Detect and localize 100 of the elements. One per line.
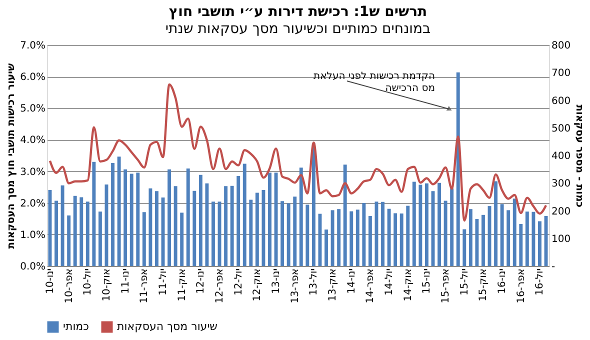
bar xyxy=(456,72,460,266)
bar xyxy=(482,214,485,266)
x-tick-label: ינו-11 xyxy=(120,268,132,294)
bar xyxy=(117,156,121,266)
bar xyxy=(356,210,360,266)
bar xyxy=(286,203,290,266)
x-tick-label: אפר-13 xyxy=(290,268,301,304)
x-tick-label: אפר-16 xyxy=(516,268,527,304)
bar xyxy=(444,200,448,266)
x-tick-label: אפר-12 xyxy=(214,268,226,304)
x-tick-label: יול-13 xyxy=(308,268,320,296)
bar xyxy=(525,212,529,266)
bar xyxy=(400,214,404,266)
bar xyxy=(224,186,228,266)
bar xyxy=(381,202,384,266)
y2-tick-label: - xyxy=(552,262,556,272)
bar xyxy=(438,182,442,266)
x-tick-label: יול-15 xyxy=(459,268,470,296)
bar xyxy=(330,210,334,266)
bar xyxy=(168,169,172,266)
bar xyxy=(412,182,416,266)
bar xyxy=(387,208,391,266)
bar xyxy=(418,184,422,266)
bar xyxy=(293,196,297,266)
x-tick-label: אוק-11 xyxy=(176,268,188,302)
y2-tick-label: 100 xyxy=(552,234,571,245)
bar xyxy=(318,214,322,266)
y2-tick-label: 400 xyxy=(552,151,571,162)
bar xyxy=(249,200,253,266)
bar xyxy=(60,185,64,266)
bar xyxy=(111,162,114,266)
x-tick-label: אוק-12 xyxy=(252,268,264,302)
y-tick-label: 6.0% xyxy=(20,72,46,84)
bar xyxy=(262,190,266,266)
bar xyxy=(174,186,178,266)
y-tick-label: 3.0% xyxy=(20,166,46,178)
y-axis-title: שיעור רכישות תושבי חוץ מסך העסקאות xyxy=(6,62,18,249)
bar xyxy=(192,190,196,266)
bar xyxy=(475,219,479,266)
x-tick-label: יול-10 xyxy=(82,268,94,296)
bar xyxy=(124,169,128,266)
bar xyxy=(130,174,134,266)
x-tick-label: ינו-13 xyxy=(271,268,282,294)
bar xyxy=(368,216,372,266)
bar xyxy=(236,176,240,266)
bar xyxy=(394,213,398,266)
x-tick-label: ינו-12 xyxy=(196,268,207,294)
x-tick-label: יול-16 xyxy=(534,268,546,296)
bar xyxy=(205,183,209,266)
bar xyxy=(98,212,102,266)
x-tick-label: אפר-10 xyxy=(64,268,75,304)
x-tick-label: יול-11 xyxy=(158,268,170,296)
bar xyxy=(73,196,77,266)
x-tick-label: אפר-15 xyxy=(440,268,452,304)
y2-tick-label: 200 xyxy=(552,206,571,218)
bar xyxy=(462,229,466,266)
bar xyxy=(212,202,215,266)
bar xyxy=(80,197,84,266)
x-tick-label: אפר-14 xyxy=(365,268,376,304)
bar xyxy=(67,215,71,266)
bar xyxy=(324,230,328,266)
bar xyxy=(343,164,347,266)
legend-label: שיעור מסך העסקאות xyxy=(117,320,218,333)
y2-tick-label: 600 xyxy=(552,96,571,107)
x-tick-label: אוק-10 xyxy=(101,268,112,302)
bar xyxy=(519,224,523,266)
x-tick-label: אפר-11 xyxy=(139,268,150,304)
bar xyxy=(148,188,152,266)
y-tick-label: 5.0% xyxy=(20,104,46,115)
bar xyxy=(362,203,366,266)
bar xyxy=(450,188,454,266)
chart-subtitle: במונחים כמותיים וכשיעור מסך עסקאות שנתי xyxy=(165,21,431,37)
annotation: הקדמת רכישות לפני העלאת מס הרכישה xyxy=(314,71,435,94)
x-tick-label: ינו-14 xyxy=(346,268,358,294)
bar xyxy=(538,221,542,266)
x-tick-label: אוק-14 xyxy=(402,268,414,302)
bar xyxy=(299,168,303,266)
chart-title: תרשים ש1: רכישת דירות ע״י תושבי חוץ xyxy=(168,4,428,20)
x-tick-label: ינו-10 xyxy=(44,268,56,294)
y-tick-label: 2.0% xyxy=(20,198,46,210)
bar xyxy=(306,204,310,266)
bar xyxy=(350,211,354,266)
bar xyxy=(532,212,536,266)
y2-tick-label: 300 xyxy=(552,178,571,190)
y-tick-label: 7.0% xyxy=(20,40,46,52)
x-tick-label: ינו-16 xyxy=(497,268,508,294)
x-tick-label: יול-12 xyxy=(233,268,244,296)
x-tick-label: אוק-13 xyxy=(328,268,339,302)
x-tick-label: ינו-15 xyxy=(422,268,433,294)
bar xyxy=(500,204,504,266)
x-tick-label: אוק-15 xyxy=(478,268,490,302)
bar xyxy=(136,172,140,266)
y2-tick-label: 700 xyxy=(552,68,571,80)
y2-tick-label: 800 xyxy=(552,40,571,52)
y-tick-label: 0.0% xyxy=(20,262,46,272)
bar xyxy=(186,168,190,266)
bar xyxy=(255,192,259,266)
bar xyxy=(337,209,341,266)
bar xyxy=(142,212,146,266)
bar xyxy=(406,206,410,266)
